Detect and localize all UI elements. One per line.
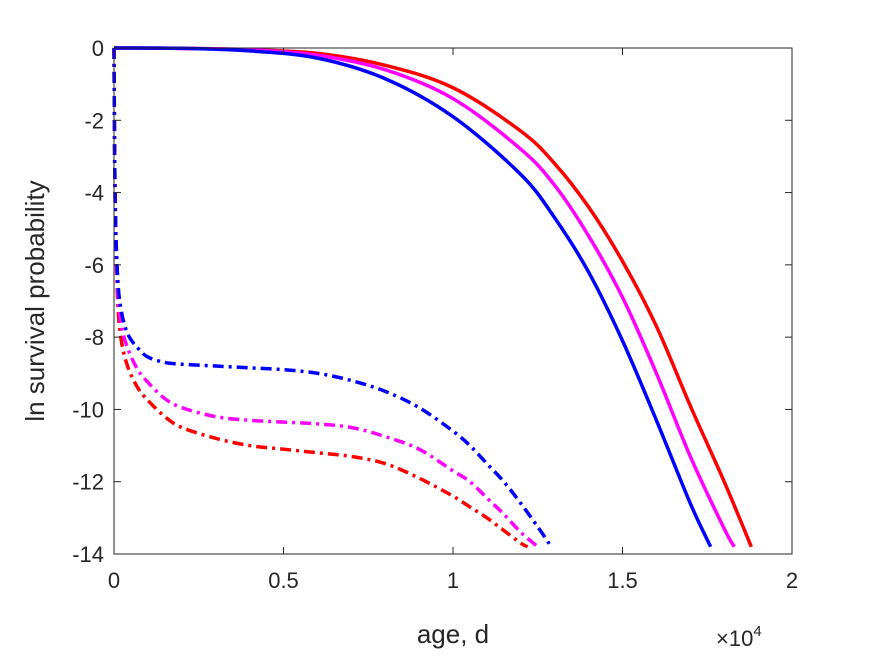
y-tick-label: -10 (72, 397, 104, 422)
series-layer (112, 46, 753, 549)
series-line-solid-2 (113, 46, 713, 548)
plot-area (114, 48, 792, 554)
x-tick-label: 0.5 (268, 568, 299, 593)
tick-layer: 0 0.5 1 1.5 2 0 -2 -4 -6 -8 -10 -12 -14 (72, 36, 798, 593)
x-exponent-power: 4 (753, 623, 761, 640)
y-tick-label: -2 (84, 108, 104, 133)
x-tick-label: 2 (786, 568, 798, 593)
y-tick-label: 0 (92, 36, 104, 61)
x-exponent-label: ×104 (716, 623, 762, 651)
x-tick-label: 1 (447, 568, 459, 593)
x-tick-label: 1.5 (607, 568, 638, 593)
series-line-dashdot-3 (112, 47, 529, 549)
x-axis-label: age, d (417, 619, 489, 649)
series-line-dashdot-4 (112, 47, 539, 549)
y-tick-label: -12 (72, 470, 104, 495)
y-tick-label: -4 (84, 181, 104, 206)
x-exponent-base: ×10 (716, 626, 753, 651)
y-tick-label: -6 (84, 253, 104, 278)
y-tick-label: -8 (84, 325, 104, 350)
y-axis-label: ln survival probability (20, 180, 50, 421)
x-tick-label: 0 (108, 568, 120, 593)
series-line-dashdot-5 (112, 47, 553, 548)
y-tick-label: -14 (72, 542, 104, 567)
